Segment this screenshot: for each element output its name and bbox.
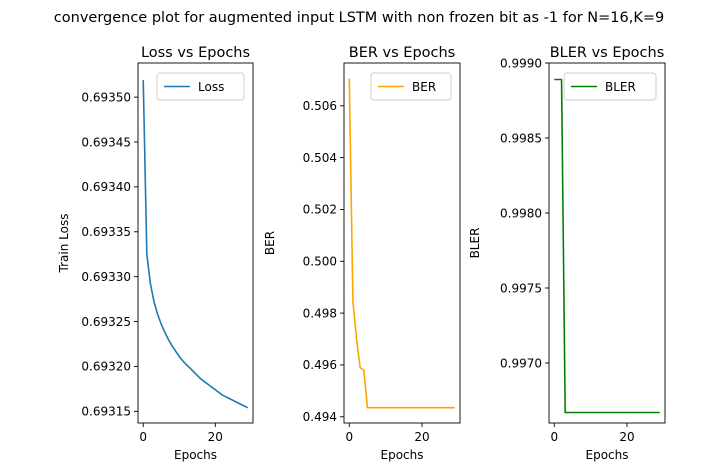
legend-box xyxy=(156,72,245,101)
y-tick-label: 0.500 xyxy=(303,255,337,269)
axes-frame xyxy=(343,62,461,424)
y-tick-label: 0.9985 xyxy=(500,131,542,145)
legend: BER xyxy=(370,72,452,101)
legend-box xyxy=(370,72,452,101)
legend: BLER xyxy=(563,72,657,101)
legend-label: BLER xyxy=(605,80,636,94)
x-axis-label: Epochs xyxy=(174,448,217,462)
y-tick-label: 0.69340 xyxy=(81,180,131,194)
y-tick-label: 0.69315 xyxy=(81,405,131,419)
y-tick-label: 0.9990 xyxy=(500,56,542,70)
x-tick-label: 0 xyxy=(345,430,353,444)
subplot-1: 0 20 0.69315 0.69320 0.69325 0.69330 0.69335 0.… xyxy=(57,45,254,462)
y-tick-label: 0.494 xyxy=(303,410,337,424)
legend-label: BER xyxy=(412,80,436,94)
x-tick-label: 0 xyxy=(550,430,558,444)
y-tick-label: 0.506 xyxy=(303,99,337,113)
figure-suptitle: convergence plot for augmented input LST… xyxy=(54,10,664,26)
y-axis-label: BLER xyxy=(468,228,482,259)
legend-label: Loss xyxy=(198,80,224,94)
y-tick-label: 0.496 xyxy=(303,358,337,372)
y-tick-label: 0.69345 xyxy=(81,135,131,149)
axes-frame xyxy=(137,62,254,424)
subplot-title: BLER vs Epochs xyxy=(550,45,665,61)
subplots: 0 20 0.69315 0.69320 0.69325 0.69330 0.69335 0.… xyxy=(57,45,666,462)
subplot-title: Loss vs Epochs xyxy=(141,45,250,61)
legend-box xyxy=(563,72,657,101)
y-tick-label: 0.69350 xyxy=(81,90,131,104)
y-tick-label: 0.9975 xyxy=(500,281,542,295)
subplot-2: 0 20 0.494 0.496 0.498 0.500 0.502 0.504 0.506 BE… xyxy=(263,45,461,462)
y-tick-label: 0.9970 xyxy=(500,356,542,370)
series-line-ber xyxy=(348,78,455,409)
x-axis-label: Epochs xyxy=(381,448,424,462)
x-tick-label: 20 xyxy=(208,430,223,444)
y-axis-label: Train Loss xyxy=(57,214,71,274)
y-axis-label: BER xyxy=(263,231,277,255)
y-tick-label: 0.9980 xyxy=(500,206,542,220)
x-tick-label: 0 xyxy=(139,430,147,444)
x-axis-label: Epochs xyxy=(586,448,629,462)
legend: Loss xyxy=(156,72,245,101)
x-tick-label: 20 xyxy=(414,430,429,444)
axes-frame xyxy=(548,62,666,424)
x-tick-label: 20 xyxy=(619,430,634,444)
y-tick-label: 0.69325 xyxy=(81,315,131,329)
subplot-title: BER vs Epochs xyxy=(349,45,456,61)
series-line-bler xyxy=(554,78,660,414)
y-tick-label: 0.498 xyxy=(303,306,337,320)
y-tick-label: 0.69330 xyxy=(81,270,131,284)
y-tick-label: 0.69335 xyxy=(81,225,131,239)
y-tick-label: 0.502 xyxy=(303,203,337,217)
series-line-loss xyxy=(142,80,249,409)
y-tick-label: 0.69320 xyxy=(81,360,131,374)
subplot-3: 0 20 0.9970 0.9975 0.9980 0.9985 0.9990 BLER vs… xyxy=(468,45,666,462)
y-tick-label: 0.504 xyxy=(303,151,337,165)
